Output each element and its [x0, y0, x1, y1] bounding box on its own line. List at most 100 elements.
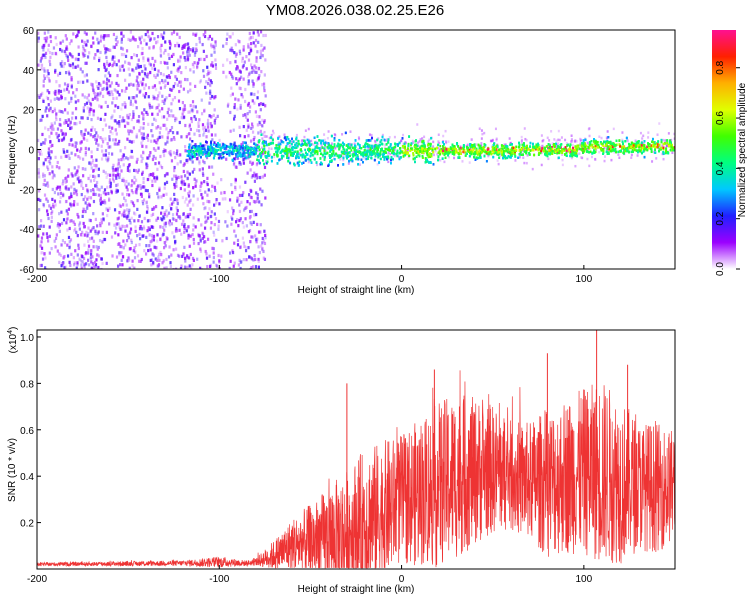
heatmap-cell — [143, 185, 146, 189]
heatmap-cell — [133, 266, 136, 269]
heatmap-cell — [38, 152, 42, 156]
heatmap-cell — [82, 54, 85, 58]
heatmap-cell — [83, 53, 87, 58]
heatmap-cell — [71, 116, 74, 120]
heatmap-cell — [59, 195, 62, 200]
heatmap-cell — [249, 160, 252, 164]
heatmap-cell — [183, 43, 186, 48]
heatmap-cell — [666, 144, 669, 148]
heatmap-cell — [190, 119, 194, 124]
heatmap-cell — [46, 155, 49, 160]
heatmap-cell — [71, 65, 75, 70]
heatmap-cell — [264, 33, 267, 38]
heatmap-cell — [217, 148, 220, 152]
heatmap-cell — [168, 245, 171, 249]
heatmap-cell — [484, 145, 487, 148]
heatmap-cell — [244, 180, 247, 184]
heatmap-cell — [65, 176, 68, 180]
heatmap-cell — [368, 147, 371, 150]
heatmap-cell — [198, 57, 201, 62]
heatmap-cell — [237, 79, 240, 83]
heatmap-cell — [105, 67, 108, 71]
heatmap-cell — [313, 143, 316, 147]
heatmap-cell — [79, 156, 82, 160]
heatmap-cell — [238, 218, 241, 223]
heatmap-cell — [157, 136, 160, 140]
heatmap-cell — [261, 189, 264, 193]
heatmap-cell — [66, 212, 69, 216]
heatmap-cell — [259, 52, 263, 56]
heatmap-cell — [238, 209, 242, 214]
heatmap-cell — [144, 32, 147, 37]
heatmap-cell — [147, 226, 150, 230]
heatmap-cell — [77, 246, 80, 251]
heatmap-cell — [83, 264, 86, 268]
heatmap-cell — [95, 245, 98, 249]
heatmap-cell — [416, 123, 419, 126]
heatmap-cell — [133, 246, 136, 250]
heatmap-cell — [203, 57, 206, 62]
heatmap-cell — [174, 116, 177, 120]
heatmap-cell — [87, 232, 90, 236]
heatmap-cell — [573, 140, 576, 143]
heatmap-cell — [65, 54, 68, 58]
heatmap-cell — [183, 115, 186, 119]
heatmap-cell — [239, 134, 242, 138]
heatmap-cell — [42, 141, 45, 145]
heatmap-cell — [48, 79, 51, 83]
heatmap-cell — [111, 177, 115, 181]
heatmap-cell — [230, 74, 234, 79]
heatmap-cell — [204, 215, 207, 219]
heatmap-cell — [206, 122, 209, 126]
heatmap-cell — [128, 163, 131, 167]
heatmap-cell — [171, 213, 175, 217]
heatmap-cell — [238, 258, 241, 262]
heatmap-cell — [207, 188, 210, 192]
heatmap-cell — [40, 152, 43, 156]
heatmap-cell — [146, 177, 149, 182]
heatmap-cell — [126, 259, 129, 263]
heatmap-cell — [90, 249, 93, 253]
heatmap-cell — [177, 59, 180, 63]
heatmap-cell — [175, 77, 179, 81]
heatmap-cell — [187, 184, 190, 188]
heatmap-cell — [151, 105, 154, 109]
heatmap-cell — [248, 110, 251, 114]
heatmap-cell — [71, 174, 74, 178]
heatmap-cell — [117, 222, 120, 226]
heatmap-cell — [93, 163, 96, 168]
heatmap-cell — [201, 171, 205, 175]
heatmap-cell — [189, 68, 192, 72]
heatmap-cell — [141, 156, 144, 161]
heatmap-cell — [116, 242, 120, 247]
heatmap-cell — [90, 266, 93, 269]
heatmap-cell — [73, 200, 76, 204]
heatmap-cell — [65, 187, 68, 191]
heatmap-cell — [70, 39, 73, 43]
heatmap-cell — [193, 132, 196, 136]
heatmap-cell — [98, 188, 101, 192]
heatmap-cell — [137, 65, 140, 69]
heatmap-cell — [147, 248, 150, 253]
heatmap-cell — [135, 75, 139, 79]
heatmap-cell — [126, 192, 129, 197]
heatmap-cell — [103, 199, 106, 203]
heatmap-cell — [63, 121, 66, 125]
heatmap-cell — [215, 198, 218, 202]
heatmap-cell — [137, 81, 140, 85]
heatmap-cell — [156, 233, 159, 237]
heatmap-cell — [178, 228, 181, 232]
heatmap-cell — [234, 234, 237, 238]
heatmap-cell — [131, 201, 135, 205]
heatmap-cell — [270, 140, 273, 143]
heatmap-cell — [129, 230, 132, 234]
heatmap-cell — [141, 234, 144, 238]
heatmap-cell — [432, 153, 435, 157]
heatmap-cell — [242, 48, 245, 52]
heatmap-cell — [93, 128, 97, 132]
heatmap-cell — [63, 265, 66, 269]
heatmap-cell — [166, 111, 169, 115]
heatmap-cell — [210, 53, 213, 57]
heatmap-cell — [231, 250, 235, 255]
heatmap-cell — [151, 31, 154, 36]
